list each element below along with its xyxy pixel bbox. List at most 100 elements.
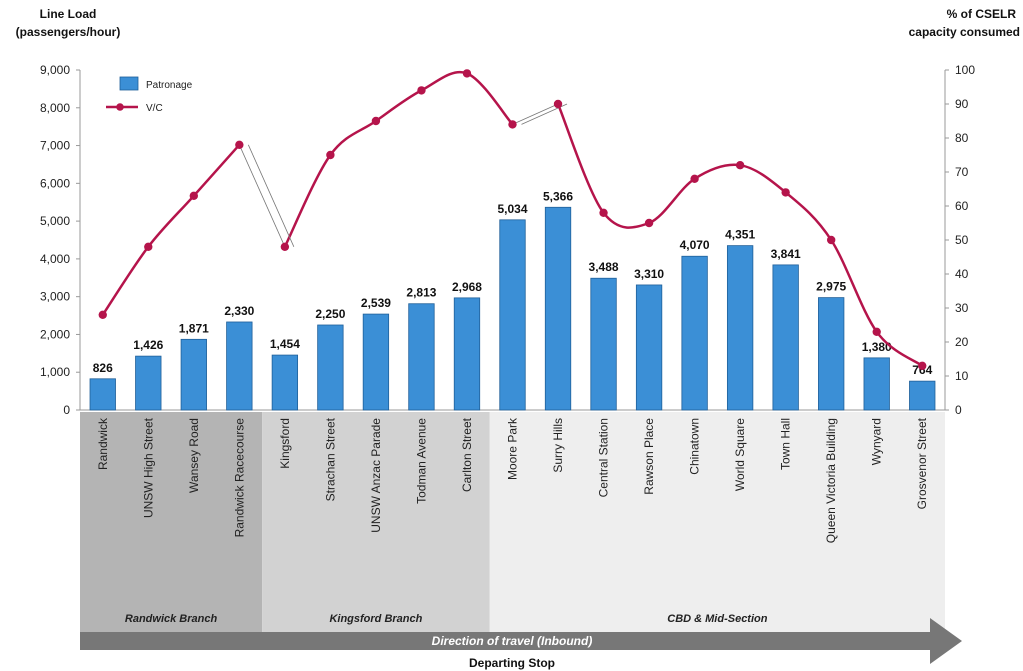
category-label: Randwick Racecourse — [232, 418, 246, 538]
legend-vc-label: V/C — [146, 103, 163, 114]
patronage-data-label: 1,454 — [270, 337, 300, 351]
right-tick-label: 60 — [955, 199, 969, 213]
left-tick-label: 1,000 — [40, 365, 70, 379]
patronage-bar — [226, 321, 253, 411]
patronage-bar — [453, 297, 481, 411]
patronage-bar — [772, 264, 799, 411]
branch-label-2: CBD & Mid-Section — [667, 613, 768, 625]
vc-point — [826, 235, 836, 245]
patronage-data-label: 5,366 — [543, 189, 573, 203]
patronage-bar — [317, 324, 344, 411]
vc-point — [508, 120, 517, 129]
bar-labels: 826 1,426 1,871 2,330 1,454 2,250 2,539 2,813 2,… — [93, 189, 933, 377]
right-tick-label: 10 — [955, 369, 969, 383]
patronage-bar — [89, 378, 116, 411]
patronage-data-label: 2,539 — [361, 296, 391, 310]
vc-break-connector — [247, 144, 295, 247]
vc-point — [189, 191, 199, 200]
right-tick-label: 100 — [955, 63, 975, 77]
category-label: Wynyard — [870, 418, 884, 465]
vc-line-segment — [283, 70, 514, 248]
category-label: Wansey Road — [187, 418, 201, 493]
category-label: Grosvenor Street — [915, 417, 929, 509]
axes: 0 1,000 2,000 3,000 4,000 5,000 6,000 7,000 8,00… — [40, 63, 975, 417]
branch-label-1: Kingsford Branch — [329, 613, 422, 625]
left-tick-label: 0 — [63, 403, 70, 417]
patronage-bar — [635, 284, 663, 411]
left-axis-title-line2: (passengers/hour) — [16, 25, 121, 39]
right-tick-label: 20 — [955, 335, 969, 349]
vc-point — [735, 161, 745, 170]
vc-point — [417, 86, 426, 95]
right-tick-label: 30 — [955, 301, 969, 315]
patronage-bar — [726, 245, 754, 411]
patronage-data-label: 5,034 — [497, 202, 527, 216]
branch-band-1 — [262, 412, 490, 634]
branch-label-0: Randwick Branch — [125, 613, 218, 625]
right-tick-label: 0 — [955, 403, 962, 417]
vc-point — [690, 174, 699, 183]
category-label: World Square — [733, 418, 747, 491]
branch-labels: Randwick Branch Kingsford Branch CBD & Mid… — [125, 613, 768, 625]
category-label: Todman Avenue — [414, 418, 428, 504]
category-label: Rawson Place — [642, 418, 656, 495]
branch-bands — [80, 412, 945, 634]
patronage-data-label: 1,871 — [179, 321, 209, 335]
patronage-bar — [818, 297, 845, 411]
patronage-bar — [271, 354, 299, 411]
patronage-data-label: 3,310 — [634, 267, 664, 281]
patronage-data-label: 2,250 — [315, 307, 345, 321]
patronage-bar — [681, 255, 708, 411]
vc-point — [280, 242, 290, 251]
patronage-data-label: 2,330 — [224, 304, 254, 318]
vc-line — [98, 69, 927, 370]
category-label: Chinatown — [688, 418, 702, 475]
left-tick-label: 9,000 — [40, 63, 70, 77]
patronage-data-label: 2,813 — [406, 286, 436, 300]
left-tick-label: 7,000 — [40, 139, 70, 153]
legend-vc-marker — [116, 103, 124, 111]
patronage-data-label: 1,426 — [133, 338, 163, 352]
direction-arrow: Direction of travel (Inbound) — [80, 618, 962, 664]
vc-point — [235, 140, 244, 149]
category-label: UNSW High Street — [141, 417, 155, 518]
vc-line-segment — [101, 143, 241, 316]
patronage-data-label: 764 — [912, 363, 932, 377]
category-label: Randwick — [96, 417, 110, 470]
category-label: Queen Victoria Building — [824, 418, 838, 543]
category-label: Strachan Street — [323, 417, 337, 501]
patronage-data-label: 1,380 — [862, 340, 892, 354]
left-tick-label: 4,000 — [40, 252, 70, 266]
legend-patronage-label: Patronage — [146, 80, 193, 91]
patronage-data-label: 4,351 — [725, 228, 755, 242]
patronage-data-label: 826 — [93, 361, 113, 375]
right-tick-label: 40 — [955, 267, 969, 281]
right-tick-label: 50 — [955, 233, 969, 247]
vc-point — [918, 361, 927, 370]
category-label: Town Hall — [779, 418, 793, 470]
bars — [89, 206, 936, 411]
vc-point — [872, 327, 881, 336]
patronage-bar — [544, 206, 572, 411]
right-tick-label: 70 — [955, 165, 969, 179]
vc-point — [462, 69, 472, 78]
right-axis-title-line2: capacity consumed — [909, 25, 1020, 39]
right-tick-label: 80 — [955, 131, 969, 145]
left-axis-title-line1: Line Load — [40, 7, 97, 21]
category-label: Kingsford — [278, 418, 292, 469]
patronage-data-label: 2,968 — [452, 280, 482, 294]
left-tick-label: 2,000 — [40, 327, 70, 341]
patronage-bar — [499, 219, 526, 411]
category-label: Surry Hills — [551, 418, 565, 473]
patronage-bar — [180, 338, 207, 411]
vc-point — [644, 218, 654, 228]
patronage-bar — [135, 355, 162, 411]
vc-point — [144, 242, 153, 251]
vc-point — [553, 99, 563, 109]
left-tick-label: 8,000 — [40, 101, 70, 115]
category-label: Central Station — [597, 418, 611, 497]
left-tick-label: 6,000 — [40, 176, 70, 190]
vc-point — [371, 116, 381, 126]
patronage-bar — [590, 277, 617, 411]
